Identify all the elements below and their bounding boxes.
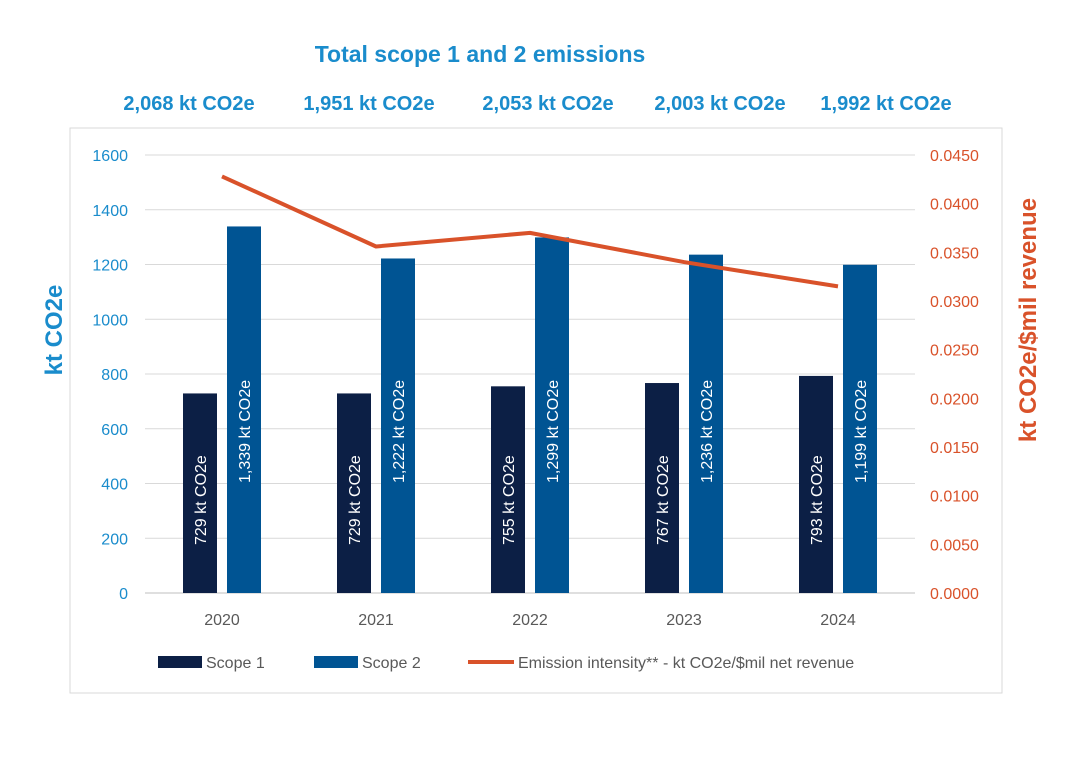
x-tick-label: 2020 [204, 612, 240, 629]
y2-tick-label: 0.0050 [930, 537, 979, 554]
bar-scope2 [843, 264, 877, 593]
x-axis-ticks: 2020 2021 2022 2023 2024 [204, 612, 856, 629]
legend-swatch-scope1 [158, 656, 202, 668]
y-tick-label: 1000 [92, 312, 128, 329]
bar-scope2 [227, 226, 261, 594]
y2-tick-label: 0.0350 [930, 245, 979, 262]
legend-label-scope2: Scope 2 [362, 655, 421, 672]
y2-tick-label: 0.0150 [930, 440, 979, 457]
total-label: 1,951 kt CO2e [303, 93, 434, 115]
right-axis-ticks: 0.0000 0.0050 0.0100 0.0150 0.0200 0.0250 0.03… [930, 148, 979, 603]
y2-tick-label: 0.0250 [930, 343, 979, 360]
y2-axis-title: kt CO2e/$mil revenue [1015, 198, 1042, 442]
total-label: 2,068 kt CO2e [123, 93, 254, 115]
y-tick-label: 1200 [92, 258, 128, 275]
bar-scope1 [183, 393, 217, 593]
y2-tick-label: 0.0000 [930, 586, 979, 603]
x-tick-label: 2021 [358, 612, 394, 629]
y-tick-label: 200 [101, 531, 128, 548]
bar-label-scope1: 729 kt CO2e [347, 455, 364, 545]
bar-label-scope1: 793 kt CO2e [809, 455, 826, 545]
y2-tick-label: 0.0200 [930, 391, 979, 408]
bar-scope1 [337, 393, 371, 593]
intensity-line-group [221, 174, 839, 289]
x-tick-label: 2022 [512, 612, 548, 629]
totals-row: 2,068 kt CO2e 1,951 kt CO2e 2,053 kt CO2e 2… [123, 93, 951, 115]
bar-scope2 [689, 254, 723, 593]
bar-label-scope2: 1,299 kt CO2e [545, 380, 562, 483]
y-tick-label: 0 [119, 586, 128, 603]
legend-label-intensity: Emission intensity** - kt CO2e/$mil net … [518, 655, 854, 672]
intensity-line [221, 174, 839, 289]
bar-label-scope1: 729 kt CO2e [193, 455, 210, 545]
bar-scope1 [491, 386, 525, 593]
x-tick-label: 2023 [666, 612, 702, 629]
bar-label-scope1: 755 kt CO2e [501, 455, 518, 545]
legend-swatch-scope2 [314, 656, 358, 668]
bar-label-scope2: 1,199 kt CO2e [853, 380, 870, 483]
total-label: 2,003 kt CO2e [654, 93, 785, 115]
chart-frame [69, 127, 1003, 694]
y-axis-title: kt CO2e [41, 285, 68, 376]
bar-label-scope2: 1,222 kt CO2e [391, 380, 408, 483]
y-tick-label: 800 [101, 367, 128, 384]
legend: Scope 1 Scope 2 Emission intensity** - k… [158, 655, 854, 672]
total-label: 2,053 kt CO2e [482, 93, 613, 115]
bar-labels: 729 kt CO2e 1,339 kt CO2e 729 kt CO2e 1,222… [193, 380, 870, 545]
bar-scope2 [381, 258, 415, 593]
gridlines [145, 154, 915, 594]
y-tick-label: 600 [101, 422, 128, 439]
x-tick-label: 2024 [820, 612, 856, 629]
y-tick-label: 400 [101, 477, 128, 494]
bar-label-scope2: 1,339 kt CO2e [237, 380, 254, 483]
y-tick-label: 1600 [92, 148, 128, 165]
bar-scope1 [799, 375, 833, 593]
y2-tick-label: 0.0400 [930, 197, 979, 214]
y2-tick-label: 0.0100 [930, 489, 979, 506]
bar-label-scope1: 767 kt CO2e [655, 455, 672, 545]
left-axis-ticks: 0 200 400 600 800 1000 1200 1400 1600 [92, 148, 128, 603]
chart-title: Total scope 1 and 2 emissions [315, 41, 646, 67]
bar-scope2 [535, 237, 569, 593]
total-label: 1,992 kt CO2e [820, 93, 951, 115]
y2-tick-label: 0.0300 [930, 294, 979, 311]
bar-scope1 [645, 383, 679, 593]
bars [183, 226, 877, 594]
y2-tick-label: 0.0450 [930, 148, 979, 165]
y-tick-label: 1400 [92, 203, 128, 220]
legend-label-scope1: Scope 1 [206, 655, 265, 672]
bar-label-scope2: 1,236 kt CO2e [699, 380, 716, 483]
